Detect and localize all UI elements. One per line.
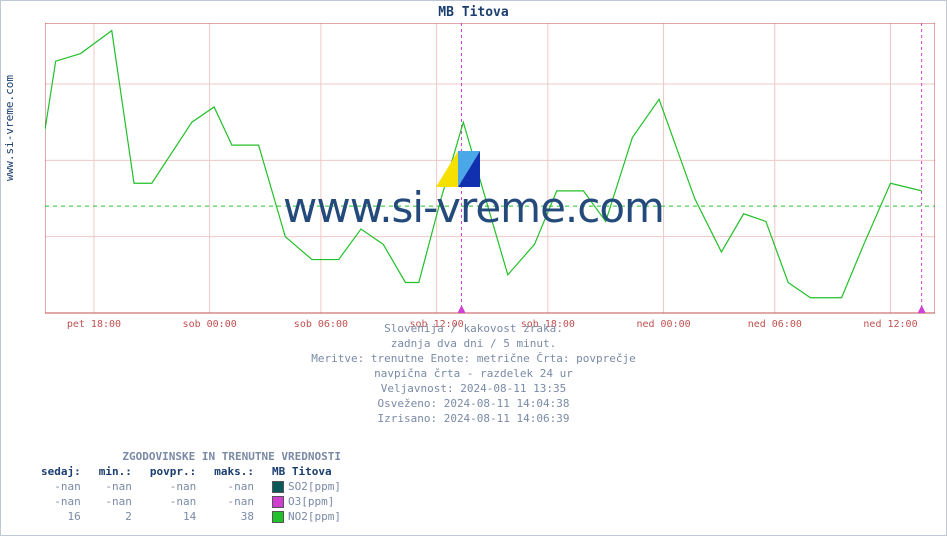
col-min: min.: [91, 465, 140, 478]
legend-cell: 14 [142, 510, 204, 523]
legend-swatch-icon [272, 511, 284, 523]
legend-swatch-icon [272, 481, 284, 493]
caption-line: Izrisano: 2024-08-11 14:06:39 [1, 411, 946, 426]
legend-cell: -nan [142, 480, 204, 493]
legend-cell: 16 [33, 510, 89, 523]
legend-cell: -nan [91, 495, 140, 508]
legend-header-row: sedaj: min.: povpr.: maks.: MB Titova [33, 465, 349, 478]
caption-line: Veljavnost: 2024-08-11 13:35 [1, 381, 946, 396]
legend-table: ZGODOVINSKE IN TRENUTNE VREDNOSTI sedaj:… [31, 448, 351, 525]
legend-cell: -nan [142, 495, 204, 508]
col-povpr: povpr.: [142, 465, 204, 478]
legend-series-label: O3[ppm] [288, 495, 334, 508]
legend-swatch-icon [272, 496, 284, 508]
chart-svg: 102030pet 18:00sob 00:00sob 06:00sob 12:… [45, 23, 935, 333]
chart-container: MB Titova www.si-vreme.com 102030pet 18:… [0, 0, 947, 536]
caption-line: navpična črta - razdelek 24 ur [1, 366, 946, 381]
legend-cell: 2 [91, 510, 140, 523]
legend-cell: -nan [33, 495, 89, 508]
legend-cell: -nan [206, 495, 262, 508]
legend-row: 1621438 NO2[ppm] [33, 510, 349, 523]
plot-area: 102030pet 18:00sob 00:00sob 06:00sob 12:… [45, 23, 935, 313]
col-series: MB Titova [264, 465, 349, 478]
legend-row: -nan-nan-nan-nanSO2[ppm] [33, 480, 349, 493]
legend-cell: 38 [206, 510, 262, 523]
caption-line: Osveženo: 2024-08-11 14:04:38 [1, 396, 946, 411]
watermark-logo-icon [436, 151, 480, 187]
legend-series-cell: SO2[ppm] [264, 480, 349, 493]
legend-title: ZGODOVINSKE IN TRENUTNE VREDNOSTI [33, 450, 349, 463]
legend-series-label: NO2[ppm] [288, 510, 341, 523]
caption-line: Meritve: trenutne Enote: metrične Črta: … [1, 351, 946, 366]
caption-line: zadnja dva dni / 5 minut. [1, 336, 946, 351]
legend-cell: -nan [33, 480, 89, 493]
legend-cell: -nan [206, 480, 262, 493]
legend-row: -nan-nan-nan-nanO3[ppm] [33, 495, 349, 508]
legend-series-cell: NO2[ppm] [264, 510, 349, 523]
legend-series-label: SO2[ppm] [288, 480, 341, 493]
col-maks: maks.: [206, 465, 262, 478]
watermark-text: www.si-vreme.com [1, 183, 946, 232]
col-sedaj: sedaj: [33, 465, 89, 478]
y-axis-label: www.si-vreme.com [3, 75, 16, 181]
legend-series-cell: O3[ppm] [264, 495, 349, 508]
legend-cell: -nan [91, 480, 140, 493]
caption-line: Slovenija / kakovost zraka. [1, 321, 946, 336]
chart-title: MB Titova [1, 1, 946, 20]
caption-block: Slovenija / kakovost zraka. zadnja dva d… [1, 321, 946, 426]
